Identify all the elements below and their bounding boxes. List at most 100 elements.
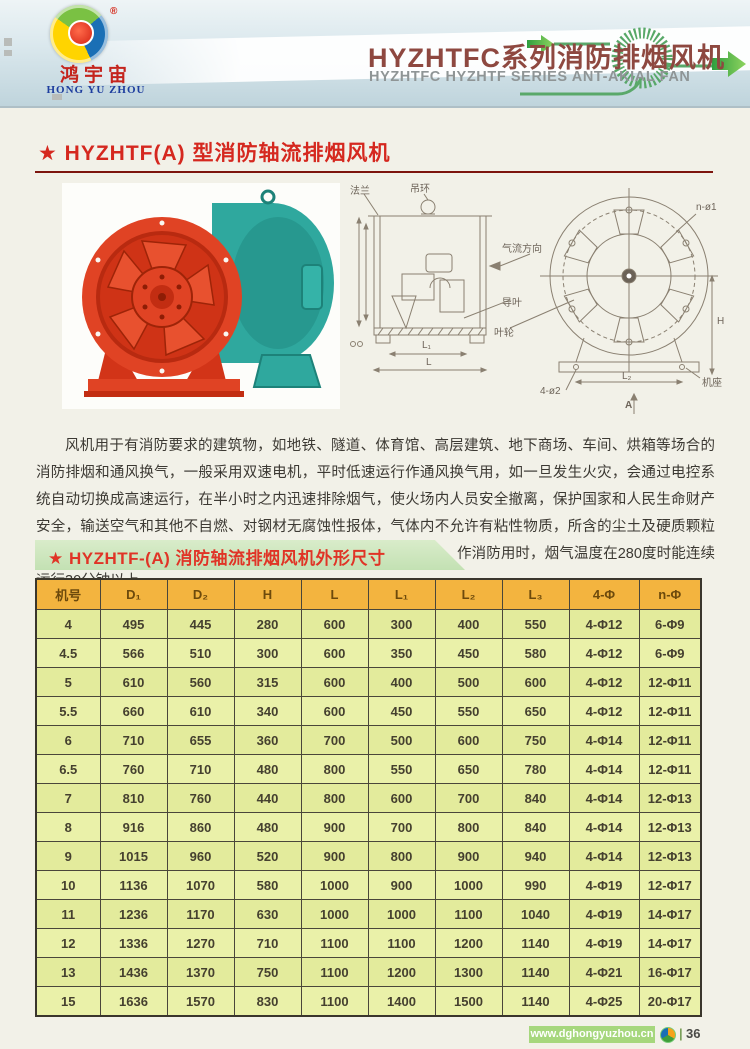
- table-cell: 14-Φ17: [638, 928, 702, 958]
- table-cell: 800: [300, 783, 369, 813]
- table-cell: 510: [166, 638, 235, 668]
- label-impeller: 叶轮: [494, 328, 514, 339]
- scan-artifact: [4, 38, 12, 46]
- label-lifting-ring: 吊环: [410, 184, 430, 195]
- table-cell: 916: [99, 812, 168, 842]
- table-cell: 655: [166, 725, 235, 755]
- table-cell: 700: [300, 725, 369, 755]
- table-row: 5.5 660 610 340 600 450 550 650 4-Φ12 12-Φ11: [35, 696, 702, 726]
- table-cell: 4-Φ19: [568, 870, 640, 900]
- column-header: D₂: [166, 578, 235, 610]
- column-header: L: [300, 578, 369, 610]
- column-header: H: [233, 578, 302, 610]
- table-cell: 440: [233, 783, 302, 813]
- table-cell: 315: [233, 667, 302, 697]
- table-cell: 580: [233, 870, 302, 900]
- table-cell: 495: [99, 609, 168, 639]
- table-cell: 1000: [300, 870, 369, 900]
- table-row: 8 916 860 480 900 700 800 840 4-Φ14 12-Φ13: [35, 812, 702, 842]
- table-cell: 11: [35, 899, 101, 929]
- table-cell: 20-Φ17: [638, 986, 702, 1017]
- table-cell: 710: [233, 928, 302, 958]
- table-cell: 4-Φ14: [568, 754, 640, 784]
- label-dim-l2: L₂: [622, 371, 632, 382]
- table-cell: 15: [35, 986, 101, 1017]
- table-cell: 12: [35, 928, 101, 958]
- table-cell: 4-Φ14: [568, 812, 640, 842]
- table-cell: 360: [233, 725, 302, 755]
- table-cell: 600: [434, 725, 503, 755]
- table-cell: 520: [233, 841, 302, 871]
- table-cell: 9: [35, 841, 101, 871]
- table-cell: 1370: [166, 957, 235, 987]
- table-cell: 1000: [434, 870, 503, 900]
- table-cell: 280: [233, 609, 302, 639]
- table-cell: 900: [434, 841, 503, 871]
- table-cell: 550: [501, 609, 570, 639]
- table-cell: 760: [166, 783, 235, 813]
- table-body: 4 495 445 280 600 300 400 550 4-Φ12 6-Φ9 4.5 566 510…: [35, 609, 702, 1017]
- table-row: 5 610 560 315 600 400 500 600 4-Φ12 12-Φ11: [35, 667, 702, 697]
- table-cell: 1000: [367, 899, 436, 929]
- table-cell: 4-Φ12: [568, 667, 640, 697]
- table-cell: 1336: [99, 928, 168, 958]
- fan-swirl-decoration-icon: [520, 27, 746, 96]
- table-cell: 900: [367, 870, 436, 900]
- table-cell: 900: [300, 812, 369, 842]
- table-row: 13 1436 1370 750 1100 1200 1300 1140 4-Φ21 16-Φ17: [35, 957, 702, 987]
- table-cell: 550: [367, 754, 436, 784]
- table-cell: 500: [434, 667, 503, 697]
- table-cell: 4: [35, 609, 101, 639]
- table-cell: 1140: [501, 957, 570, 987]
- table-cell: 400: [434, 609, 503, 639]
- table-cell: 4.5: [35, 638, 101, 668]
- table-title-banner: [35, 540, 465, 570]
- scan-artifact: [52, 94, 62, 100]
- table-cell: 750: [233, 957, 302, 987]
- table-cell: 4-Φ12: [568, 696, 640, 726]
- table-row: 6.5 760 710 480 800 550 650 780 4-Φ14 12-Φ11: [35, 754, 702, 784]
- table-cell: 750: [501, 725, 570, 755]
- table-cell: 12-Φ13: [638, 841, 702, 871]
- table-cell: 16-Φ17: [638, 957, 702, 987]
- table-cell: 800: [367, 841, 436, 871]
- table-cell: 660: [99, 696, 168, 726]
- table-cell: 710: [99, 725, 168, 755]
- table-cell: 480: [233, 812, 302, 842]
- table-row: 7 810 760 440 800 600 700 840 4-Φ14 12-Φ13: [35, 783, 702, 813]
- table-cell: 1100: [367, 928, 436, 958]
- table-cell: 1040: [501, 899, 570, 929]
- label-dim-l1: L₁: [422, 340, 431, 351]
- table-cell: 990: [501, 870, 570, 900]
- product-description: 风机用于有消防要求的建筑物，如地铁、隧道、体育馆、高层建筑、地下商场、车间、烘箱…: [36, 437, 715, 589]
- table-cell: 445: [166, 609, 235, 639]
- table-cell: 4-Φ14: [568, 725, 640, 755]
- column-header: L₂: [434, 578, 503, 610]
- label-base-holes: 4-ø2: [540, 386, 561, 397]
- column-header: 4-Φ: [568, 578, 640, 610]
- table-cell: 1200: [434, 928, 503, 958]
- table-row: 12 1336 1270 710 1100 1100 1200 1140 4-Φ19 14-Φ17: [35, 928, 702, 958]
- table-row: 9 1015 960 520 900 800 900 940 4-Φ14 12-Φ13: [35, 841, 702, 871]
- table-cell: 1100: [300, 986, 369, 1017]
- table-cell: 940: [501, 841, 570, 871]
- column-header: L₃: [501, 578, 570, 610]
- label-machine-base: 机座: [702, 378, 722, 389]
- table-cell: 840: [501, 783, 570, 813]
- table-cell: 1236: [99, 899, 168, 929]
- table-cell: 340: [233, 696, 302, 726]
- column-header: D₁: [99, 578, 168, 610]
- table-cell: 1570: [166, 986, 235, 1017]
- table-title: ★ HYZHTF-(A) 消防轴流排烟风机外形尺寸: [48, 549, 386, 568]
- label-dim-l: L: [426, 357, 432, 368]
- table-cell: 8: [35, 812, 101, 842]
- dimensions-table: 机号 D₁ D₂ H L L₁ L₂ L₃ 4-Φ n-Φ 4 495 445 280 600 300 400…: [35, 578, 702, 1017]
- table-cell: 14-Φ17: [638, 899, 702, 929]
- table-cell: 630: [233, 899, 302, 929]
- table-cell: 5: [35, 667, 101, 697]
- table-cell: 300: [367, 609, 436, 639]
- registered-mark: ®: [110, 6, 118, 17]
- footer-logo-icon: [660, 1027, 676, 1043]
- website-link[interactable]: www.dghongyuzhou.cn: [529, 1026, 655, 1043]
- table-cell: 12-Φ13: [638, 812, 702, 842]
